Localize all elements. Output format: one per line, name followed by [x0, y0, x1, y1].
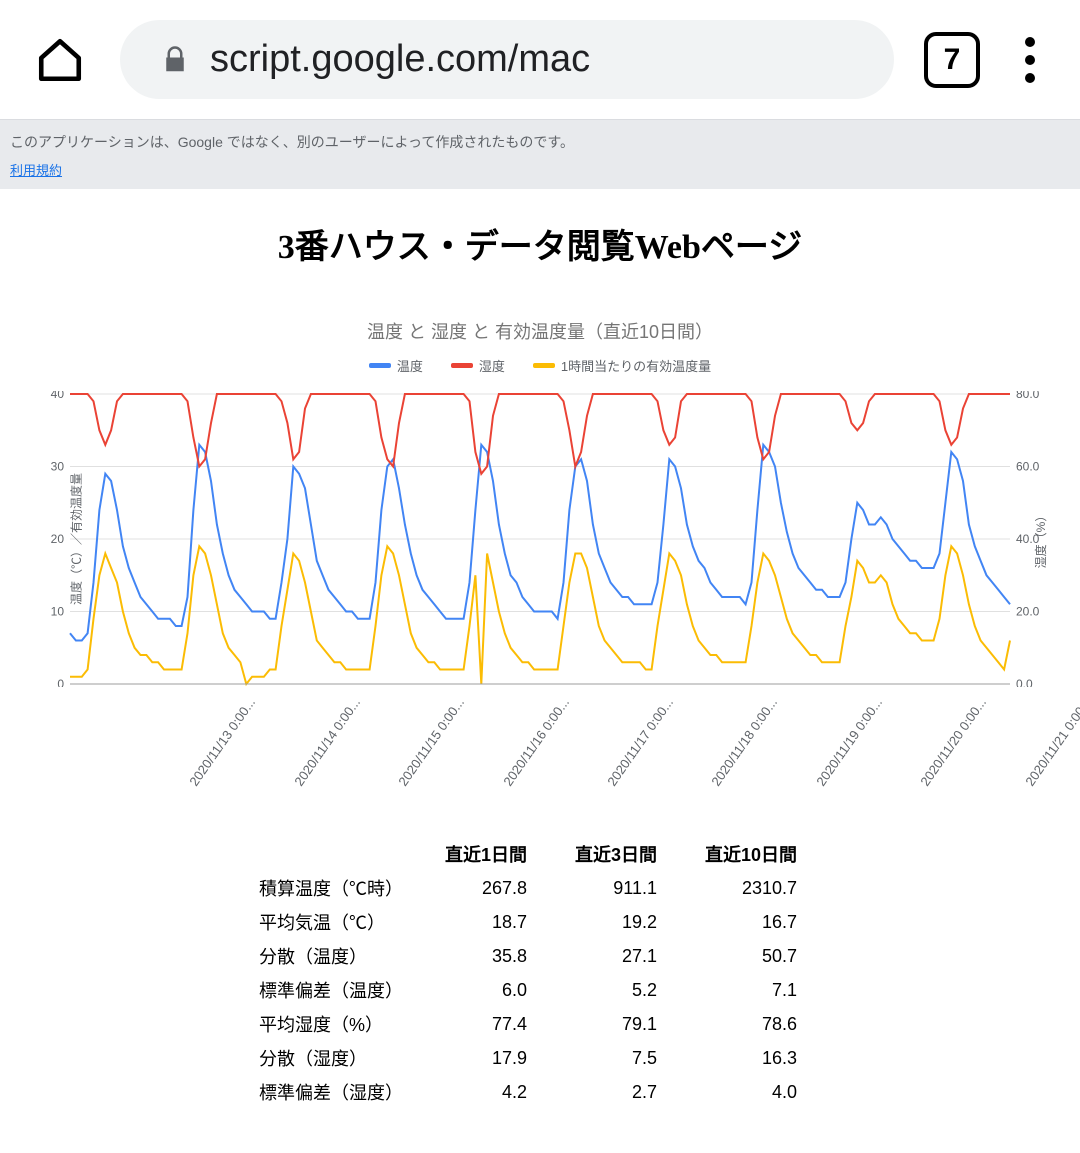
x-tick-label: 2020/11/13 0:00...: [187, 695, 259, 789]
cell-value: 18.7: [421, 905, 551, 939]
row-label: 平均湿度（%）: [259, 1007, 421, 1041]
cell-value: 267.8: [421, 871, 551, 905]
cell-value: 7.5: [551, 1041, 681, 1075]
y-axis-left-label: 温度（℃）／有効温度量: [68, 473, 85, 605]
cell-value: 5.2: [551, 973, 681, 1007]
stats-table: 直近1日間直近3日間直近10日間 積算温度（℃時）267.8911.12310.…: [259, 837, 821, 1109]
tos-link[interactable]: 利用規約: [10, 160, 62, 179]
x-tick-label: 2020/11/19 0:00...: [813, 695, 885, 789]
cell-value: 27.1: [551, 939, 681, 973]
table-row: 平均湿度（%）77.479.178.6: [259, 1007, 821, 1041]
legend-item-degree: 1時間当たりの有効温度量: [533, 356, 711, 375]
line-chart-svg: 0102030400.020.040.060.080.0: [28, 391, 1052, 687]
overflow-menu-icon[interactable]: [1010, 37, 1050, 83]
cell-value: 4.0: [681, 1075, 821, 1109]
svg-text:10: 10: [51, 605, 65, 619]
legend-item-humid: 湿度: [451, 356, 505, 375]
row-label: 標準偏差（湿度）: [259, 1075, 421, 1109]
cell-value: 50.7: [681, 939, 821, 973]
home-icon[interactable]: [30, 30, 90, 90]
legend-swatch: [533, 363, 555, 368]
table-row: 積算温度（℃時）267.8911.12310.7: [259, 871, 821, 905]
cell-value: 911.1: [551, 871, 681, 905]
cell-value: 17.9: [421, 1041, 551, 1075]
legend-label: 1時間当たりの有効温度量: [561, 356, 711, 375]
x-tick-label: 2020/11/20 0:00...: [918, 695, 990, 789]
table-row: 平均気温（℃）18.719.216.7: [259, 905, 821, 939]
table-header: 直近10日間: [681, 837, 821, 871]
row-label: 積算温度（℃時）: [259, 871, 421, 905]
cell-value: 2310.7: [681, 871, 821, 905]
url-text: script.google.com/mac: [210, 38, 590, 81]
x-tick-label: 2020/11/18 0:00...: [709, 695, 781, 789]
banner-text: このアプリケーションは、Google ではなく、別のユーザーによって作成されたも…: [10, 132, 1070, 152]
svg-text:30: 30: [51, 460, 65, 474]
legend-item-temp: 温度: [369, 356, 423, 375]
cell-value: 79.1: [551, 1007, 681, 1041]
row-label: 平均気温（℃）: [259, 905, 421, 939]
cell-value: 7.1: [681, 973, 821, 1007]
svg-text:20: 20: [51, 532, 65, 546]
cell-value: 16.3: [681, 1041, 821, 1075]
app-disclaimer-banner: このアプリケーションは、Google ではなく、別のユーザーによって作成されたも…: [0, 119, 1080, 189]
cell-value: 77.4: [421, 1007, 551, 1041]
svg-text:0.0: 0.0: [1016, 677, 1033, 687]
table-header: 直近3日間: [551, 837, 681, 871]
legend-swatch: [369, 363, 391, 368]
table-row: 標準偏差（湿度）4.22.74.0: [259, 1075, 821, 1109]
row-label: 分散（湿度）: [259, 1041, 421, 1075]
chart-title: 温度 と 湿度 と 有効温度量（直近10日間）: [0, 318, 1080, 344]
lock-icon: [160, 42, 190, 78]
cell-value: 35.8: [421, 939, 551, 973]
chart-area: 温度（℃）／有効温度量 湿度（%） 0102030400.020.040.060…: [28, 391, 1052, 687]
legend-label: 温度: [397, 356, 423, 375]
tab-count-value: 7: [944, 43, 961, 77]
svg-text:40: 40: [51, 391, 65, 401]
row-label: 分散（温度）: [259, 939, 421, 973]
cell-value: 78.6: [681, 1007, 821, 1041]
row-label: 標準偏差（温度）: [259, 973, 421, 1007]
cell-value: 2.7: [551, 1075, 681, 1109]
legend-label: 湿度: [479, 356, 505, 375]
cell-value: 19.2: [551, 905, 681, 939]
legend-swatch: [451, 363, 473, 368]
x-tick-label: 2020/11/17 0:00...: [604, 695, 676, 789]
table-row: 標準偏差（温度）6.05.27.1: [259, 973, 821, 1007]
cell-value: 16.7: [681, 905, 821, 939]
svg-text:60.0: 60.0: [1016, 460, 1040, 474]
cell-value: 6.0: [421, 973, 551, 1007]
x-tick-label: 2020/11/15 0:00...: [395, 695, 467, 789]
x-tick-label: 2020/11/21 0:00...: [1022, 695, 1080, 789]
cell-value: 4.2: [421, 1075, 551, 1109]
x-tick-label: 2020/11/16 0:00...: [500, 695, 572, 789]
svg-text:0: 0: [57, 677, 64, 687]
tab-count-button[interactable]: 7: [924, 32, 980, 88]
svg-text:20.0: 20.0: [1016, 605, 1040, 619]
page-title: 3番ハウス・データ閲覧Webページ: [0, 219, 1080, 268]
chart-legend: 温度 湿度 1時間当たりの有効温度量: [0, 356, 1080, 375]
url-bar[interactable]: script.google.com/mac: [120, 20, 894, 99]
y-axis-right-label: 湿度（%）: [1032, 510, 1049, 569]
table-row: 分散（湿度）17.97.516.3: [259, 1041, 821, 1075]
table-header: 直近1日間: [421, 837, 551, 871]
x-axis-labels: 2020/11/13 0:00... 2020/11/14 0:00... 2020…: [28, 687, 1052, 827]
svg-text:80.0: 80.0: [1016, 391, 1040, 401]
x-tick-label: 2020/11/14 0:00...: [291, 695, 363, 789]
browser-toolbar: script.google.com/mac 7: [0, 0, 1080, 119]
table-row: 分散（温度）35.827.150.7: [259, 939, 821, 973]
